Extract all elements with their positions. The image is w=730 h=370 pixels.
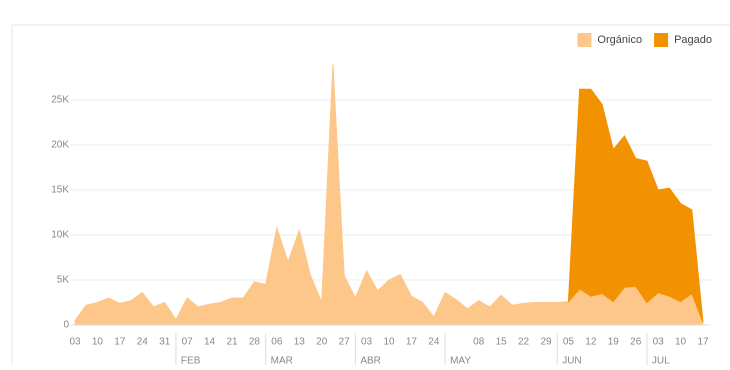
legend: Pagado Orgánico — [577, 33, 712, 47]
x-tick-label: 31 — [159, 337, 171, 348]
month-label: MAR — [271, 356, 293, 365]
x-tick-label: 26 — [630, 337, 642, 348]
x-tick-label: 17 — [697, 337, 709, 348]
legend-label: Orgánico — [597, 34, 642, 46]
month-label: JUL — [652, 356, 670, 365]
x-tick-label: 03 — [69, 337, 81, 348]
x-tick-label: 03 — [361, 337, 373, 348]
y-tick-label: 20K — [51, 140, 69, 151]
month-label: ABR — [360, 356, 381, 365]
x-tick-label: 27 — [339, 337, 351, 348]
x-tick-label: 24 — [137, 337, 149, 348]
y-tick-label: 0 — [63, 320, 69, 331]
month-label: MAY — [450, 356, 471, 365]
y-tick-label: 10K — [51, 230, 69, 241]
x-tick-label: 22 — [518, 337, 530, 348]
x-tick-label: 10 — [383, 337, 395, 348]
x-tick-label: 24 — [428, 337, 440, 348]
x-tick-label: 20 — [316, 337, 328, 348]
legend-swatch — [577, 33, 592, 47]
y-tick-label: 25K — [51, 95, 69, 106]
x-tick-label: 03 — [653, 337, 665, 348]
x-tick-label: 14 — [204, 337, 216, 348]
x-tick-label: 17 — [114, 337, 126, 348]
y-tick-label: 5K — [57, 275, 70, 286]
area — [567, 88, 704, 323]
x-tick-label: 07 — [182, 337, 194, 348]
x-tick-label: 29 — [540, 337, 552, 348]
x-tick-label: 10 — [92, 337, 104, 348]
y-tick-label: 15K — [51, 185, 69, 196]
x-tick-label: 13 — [294, 337, 306, 348]
x-tick-label: 15 — [496, 337, 508, 348]
month-label: FEB — [181, 356, 201, 365]
x-tick-label: 28 — [249, 337, 261, 348]
legend-swatch — [654, 33, 669, 47]
x-tick-label: 08 — [473, 337, 485, 348]
legend-label: Pagado — [674, 34, 712, 46]
x-tick-label: 19 — [608, 337, 620, 348]
month-label: JUN — [562, 356, 581, 365]
x-tick-label: 21 — [226, 337, 238, 348]
x-tick-label: 10 — [675, 337, 687, 348]
x-tick-label: 17 — [406, 337, 418, 348]
x-tick-label: 12 — [585, 337, 597, 348]
x-tick-label: 06 — [271, 337, 283, 348]
x-tick-label: 05 — [563, 337, 575, 348]
